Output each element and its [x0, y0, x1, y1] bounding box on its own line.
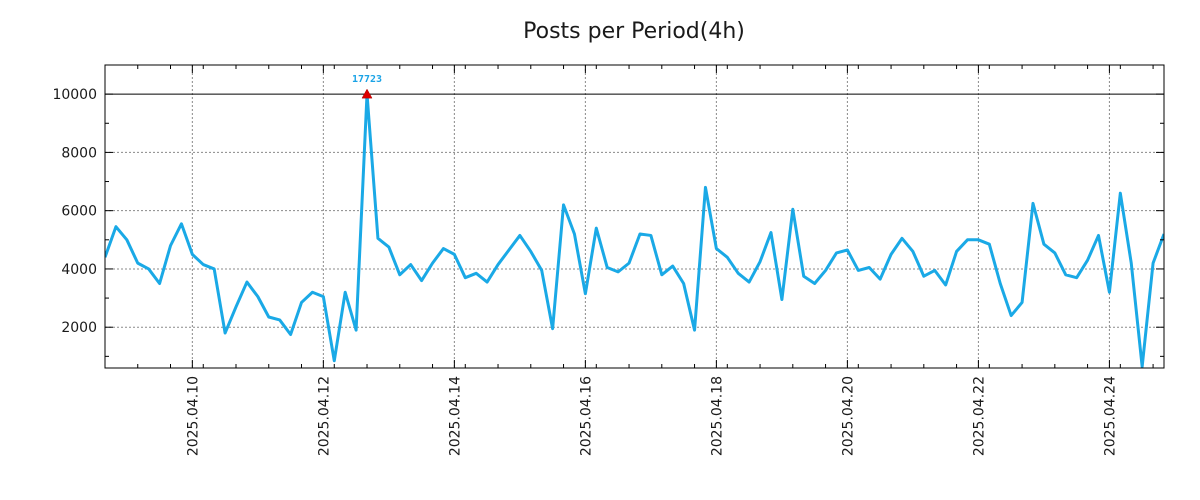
- chart-title: Posts per Period(4h): [523, 19, 745, 44]
- tick-layer: [104, 64, 1164, 368]
- x-tick-label: 2025.04.18: [709, 376, 725, 456]
- x-tick-label: 2025.04.10: [185, 376, 201, 456]
- x-tick-label: 2025.04.14: [447, 376, 463, 456]
- plot-frame: [104, 64, 1165, 369]
- annotation-layer: 17723: [352, 74, 382, 99]
- y-tick-label: 6000: [61, 204, 97, 220]
- peak-value-label: 17723: [352, 74, 382, 85]
- x-tick-label: 2025.04.12: [316, 376, 332, 456]
- series-line-posts: [105, 92, 1164, 368]
- x-tick-label: 2025.04.24: [1102, 376, 1118, 456]
- y-tick-label: 8000: [61, 145, 97, 161]
- grid-layer: [105, 65, 1164, 368]
- y-tick-label: 4000: [61, 262, 97, 278]
- tick-label-layer: 2000 4000 6000 8000 10000 2025.04.10 2025.04.1…: [52, 87, 1118, 456]
- x-tick-label: 2025.04.16: [578, 376, 594, 456]
- peak-marker-triangle: [361, 88, 373, 99]
- y-tick-label: 2000: [61, 320, 97, 336]
- x-tick-label: 2025.04.22: [971, 376, 987, 456]
- series-layer: [105, 92, 1164, 368]
- x-tick-label: 2025.04.20: [840, 376, 856, 456]
- y-tick-label: 10000: [52, 87, 97, 103]
